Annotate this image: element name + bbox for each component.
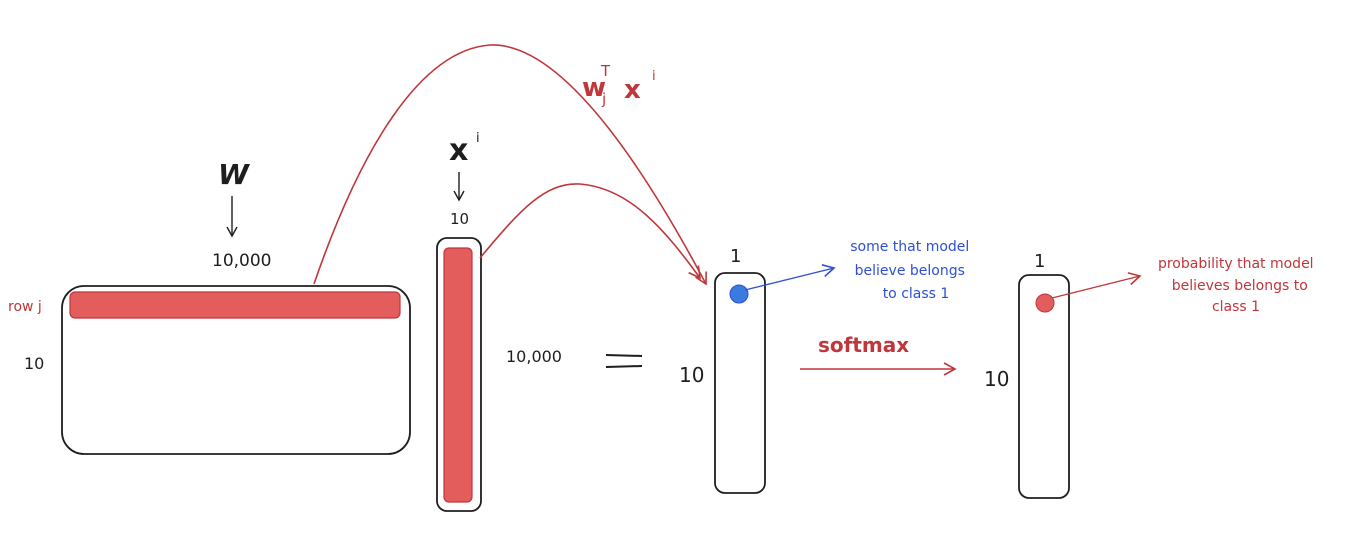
x-vector [436,237,482,512]
x-dim-label: 10 [450,210,469,228]
w-symbol: W [218,158,250,191]
w-rows-label: 10 [24,354,44,373]
formula-x-superscript: i [652,69,656,84]
red-annotation-arrow [1051,272,1142,299]
red-annotation-line-3: class 1 [1212,299,1260,315]
w-cols-label: 10,000 [212,251,271,271]
x-length-label: 10,000 [506,347,562,366]
prob-height-label: 10 [984,367,1009,391]
prob-width-label: 1 [1034,251,1045,272]
formula-x: x [624,75,641,105]
blue-annotation-line-2: believe belongs [855,263,965,279]
softmax-label: softmax [818,333,909,357]
w-row-j-highlight [69,291,401,319]
equals-line-bottom [605,365,643,368]
formula-w: w [582,73,606,103]
w-matrix [61,285,411,455]
blue-annotation-line-1: some that model [850,239,969,255]
scores-blue-dot [729,284,749,304]
scores-vector [714,272,766,494]
formula-transpose: T [600,62,611,80]
scores-width-label: 1 [730,246,741,267]
row-j-label: row j [8,299,42,315]
scores-height-label: 10 [679,363,704,387]
red-annotation-line-1: probability that model [1158,256,1314,272]
curve-arrow-x-to-score [479,183,701,280]
x-vector-fill [443,247,473,503]
x-superscript: i [476,131,480,146]
curve-arrow-w-to-score [313,44,707,286]
x-symbol: x [449,133,468,168]
prob-vector [1018,274,1070,499]
prob-red-dot [1035,293,1055,313]
red-annotation-line-2: believes belongs to [1172,278,1308,294]
equals-line-top [605,354,643,357]
blue-annotation: some that model believe belongs to class… [850,239,974,302]
formula-subscript-j: j [601,90,606,108]
blue-annotation-line-3: to class 1 [883,286,950,302]
blue-annotation-arrow [744,264,836,291]
red-annotation: probability that model believes belongs … [1158,256,1318,315]
